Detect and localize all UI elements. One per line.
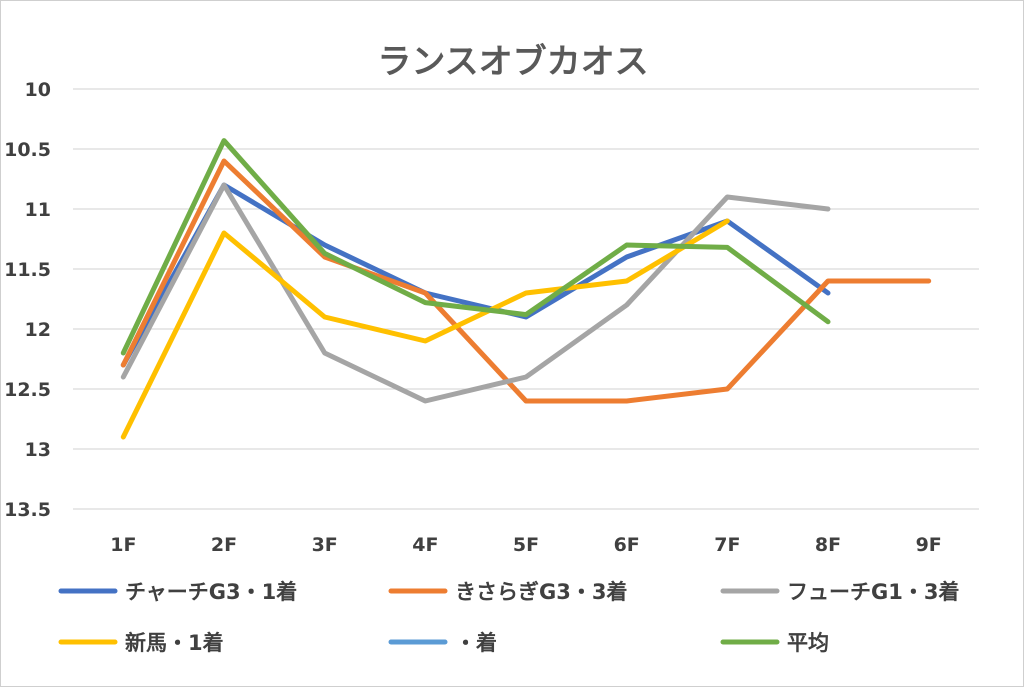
legend-label: チャーチG3・1着 (125, 580, 297, 604)
legend-label: ・着 (455, 631, 497, 655)
x-tick-label: 9F (916, 534, 942, 556)
legend-label: フューチG1・3着 (787, 580, 959, 604)
x-tick-label: 7F (714, 534, 740, 556)
x-tick-label: 5F (513, 534, 539, 556)
gridlines (73, 88, 979, 510)
series-line (120, 218, 730, 440)
x-tick-label: 8F (815, 534, 841, 556)
x-axis-ticks: 1F 2F 3F 4F 5F 6F 7F 8F 9F (110, 534, 942, 556)
x-tick-label: 3F (312, 534, 338, 556)
x-tick-label: 2F (211, 534, 237, 556)
legend-label: 平均 (787, 631, 829, 655)
series-line (120, 158, 932, 404)
chart-title: ランスオブカオス (377, 42, 648, 82)
y-tick-label: 13 (25, 439, 51, 461)
y-tick-label: 10.5 (4, 139, 51, 161)
series-line (120, 182, 831, 368)
series-line (120, 182, 831, 404)
x-tick-label: 1F (110, 534, 136, 556)
y-tick-label: 12.5 (4, 379, 51, 401)
x-tick-label: 6F (614, 534, 640, 556)
y-tick-label: 11 (25, 199, 51, 221)
legend-label: 新馬・1着 (125, 631, 224, 655)
series-lines (120, 138, 932, 440)
x-tick-label: 4F (412, 534, 438, 556)
y-tick-label: 12 (25, 319, 51, 341)
y-tick-label: 13.5 (4, 499, 51, 521)
y-axis-ticks: 10 10.5 11 11.5 12 12.5 13 13.5 (4, 79, 51, 521)
y-tick-label: 11.5 (4, 259, 51, 281)
legend-label: きさらぎG3・3着 (455, 580, 627, 604)
series-line (120, 138, 831, 356)
y-tick-label: 10 (25, 79, 51, 101)
